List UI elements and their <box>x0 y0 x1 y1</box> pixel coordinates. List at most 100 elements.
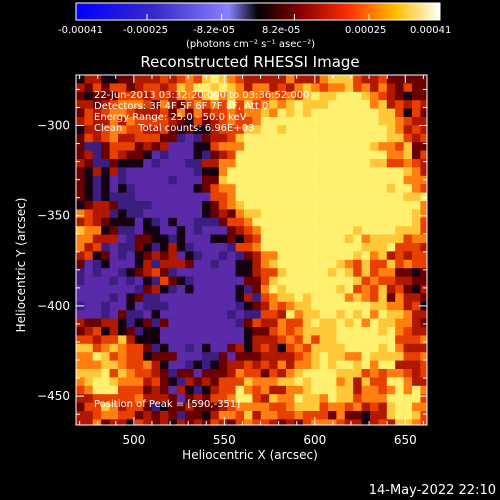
heatmap-cell <box>370 327 379 336</box>
heatmap-cell <box>210 394 220 403</box>
heatmap-cell <box>403 419 413 425</box>
heatmap-cell <box>185 310 194 319</box>
heatmap-cell <box>210 310 220 319</box>
heatmap-cell <box>252 276 262 286</box>
heatmap-cell <box>185 83 194 93</box>
heatmap-cell <box>151 150 161 160</box>
heatmap-cell <box>176 301 186 311</box>
heatmap-cell <box>353 377 362 387</box>
heatmap-cell <box>84 75 94 84</box>
heatmap-cell <box>294 234 304 244</box>
heatmap-cell <box>395 394 404 403</box>
heatmap-cell <box>386 259 396 269</box>
heatmap-cell <box>76 83 85 93</box>
heatmap-cell <box>353 385 362 395</box>
heatmap-cell <box>134 293 144 303</box>
heatmap-cell <box>311 108 320 118</box>
heatmap-cell <box>353 142 362 151</box>
heatmap-cell <box>361 369 371 378</box>
heatmap-cell <box>92 251 102 261</box>
heatmap-cell <box>260 159 270 168</box>
heatmap-cell <box>319 360 329 370</box>
heatmap-cell <box>76 184 85 193</box>
heatmap-cell <box>134 175 144 185</box>
heatmap-cell <box>92 419 102 425</box>
heatmap-cell <box>277 343 287 353</box>
heatmap-cell <box>76 377 85 387</box>
heatmap-cell <box>286 175 295 185</box>
heatmap-cell <box>109 310 119 319</box>
heatmap-cell <box>286 251 295 261</box>
heatmap-cell <box>311 91 320 101</box>
heatmap-cell <box>118 360 127 370</box>
heatmap-cell <box>109 226 119 235</box>
heatmap-cell <box>176 394 186 403</box>
heatmap-cell <box>176 293 186 303</box>
heatmap-cell <box>319 175 329 185</box>
heatmap-cell <box>361 234 371 244</box>
heatmap-cell <box>328 83 337 93</box>
heatmap-cell <box>395 377 404 387</box>
heatmap-cell <box>361 268 371 277</box>
heatmap-cell <box>185 377 194 387</box>
heatmap-cell <box>210 293 220 303</box>
heatmap-cell <box>336 343 346 353</box>
heatmap-cell <box>227 150 236 160</box>
heatmap-cell <box>252 167 262 177</box>
heatmap-cell <box>134 327 144 336</box>
heatmap-cell <box>302 133 312 143</box>
heatmap-cell <box>76 385 85 395</box>
heatmap-cell <box>210 327 220 336</box>
heatmap-cell <box>420 192 427 202</box>
heatmap-cell <box>235 394 245 403</box>
heatmap-cell <box>336 335 346 345</box>
heatmap-cell <box>244 75 253 84</box>
heatmap-cell <box>151 243 161 252</box>
heatmap-cell <box>193 184 203 193</box>
heatmap-cell <box>277 234 287 244</box>
heatmap-cell <box>244 83 253 93</box>
heatmap-cell <box>302 301 312 311</box>
heatmap-cell <box>151 234 161 244</box>
heatmap-cell <box>168 209 178 219</box>
heatmap-cell <box>420 234 427 244</box>
heatmap-cell <box>202 226 211 235</box>
heatmap-cell <box>210 318 220 328</box>
heatmap-cell <box>126 327 136 336</box>
heatmap-cell <box>344 184 354 193</box>
heatmap-cell <box>378 251 388 261</box>
heatmap-cell <box>185 150 194 160</box>
heatmap-cell <box>160 301 169 311</box>
y-axis-title: Heliocentric Y (arcsec) <box>14 198 28 333</box>
annotation-clean-counts: Clean Total counts: 6.96E+03 <box>94 123 254 134</box>
heatmap-cell <box>386 352 396 361</box>
heatmap-cell <box>395 276 404 286</box>
heatmap-cell <box>76 159 85 168</box>
heatmap-cell <box>336 142 346 151</box>
heatmap-cell <box>344 217 354 227</box>
heatmap-cell <box>134 167 144 177</box>
heatmap-cell <box>244 133 253 143</box>
heatmap-cell <box>353 217 362 227</box>
heatmap-cell <box>227 217 236 227</box>
heatmap-cell <box>311 150 320 160</box>
heatmap-cell <box>403 234 413 244</box>
colorbar-tick-label-3: 8.2e-05 <box>262 25 300 36</box>
heatmap-cell <box>176 142 186 151</box>
heatmap-cell <box>260 201 270 210</box>
heatmap-cell <box>386 209 396 219</box>
heatmap-cell <box>101 234 110 244</box>
heatmap-cell <box>185 192 194 202</box>
heatmap-cell <box>286 394 295 403</box>
heatmap-cell <box>412 251 421 261</box>
heatmap-cell <box>92 377 102 387</box>
heatmap-cell <box>294 159 304 168</box>
heatmap-cell <box>311 142 320 151</box>
heatmap-cell <box>319 335 329 345</box>
heatmap-cell <box>395 142 404 151</box>
heatmap-cell <box>302 259 312 269</box>
heatmap-cell <box>386 91 396 101</box>
heatmap-cell <box>218 276 228 286</box>
heatmap-cell <box>118 184 127 193</box>
heatmap-cell <box>109 343 119 353</box>
